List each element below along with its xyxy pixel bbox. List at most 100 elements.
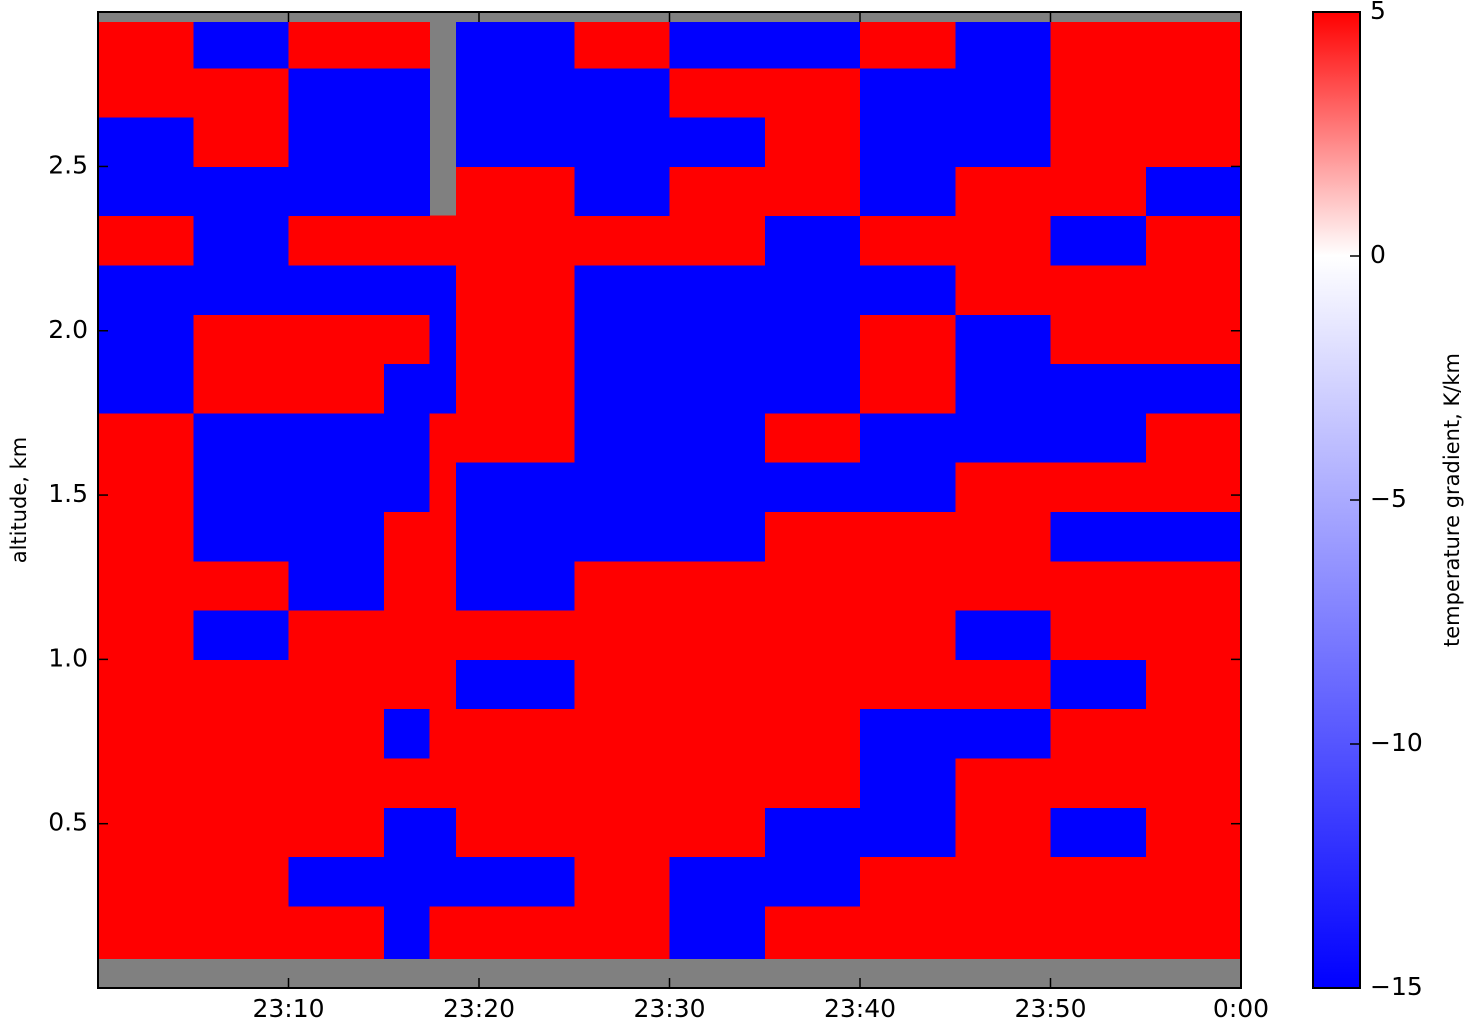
heatmap-cell [383,363,430,414]
heatmap-cell [456,21,575,69]
heatmap-cell [288,363,385,414]
heatmap-cell [860,265,956,315]
heatmap-cell [98,905,194,959]
heatmap-cell [574,117,670,167]
heatmap-cell [98,856,194,907]
heatmap-cell [669,21,766,69]
colorbar-tick-label: −10 [1370,728,1423,757]
heatmap-cell [860,807,956,858]
heatmap-cell [764,462,861,513]
heatmap-cell [288,856,385,907]
heatmap-cell [1145,807,1242,858]
heatmap-cell [98,708,194,759]
y-tick-label: 1.0 [48,643,88,672]
heatmap-cell [955,215,1051,266]
heatmap-cell [669,265,766,315]
heatmap-cell [98,314,194,365]
heatmap-cell [955,807,1051,858]
heatmap-cell [955,610,1051,660]
heatmap-cell [1050,905,1147,959]
heatmap-cell [98,363,194,414]
heatmap-cell [383,412,430,463]
heatmap-cell [288,265,385,315]
heatmap-cell [98,265,194,315]
heatmap-cell [669,856,766,907]
heatmap-cell [955,856,1051,907]
heatmap-cell [98,757,194,808]
heatmap-cell [669,511,766,562]
colorbar-tick-label: −15 [1370,972,1423,1001]
heatmap-cell [98,21,194,69]
heatmap-cell [383,21,430,69]
heatmap-cell [383,560,430,611]
colorbar-tick-label: 5 [1370,0,1386,25]
heatmap-cell [955,314,1051,365]
heatmap-cell [574,856,670,907]
heatmap-cell [98,166,194,217]
heatmap-cell [860,659,956,710]
heatmap-cell [456,807,575,858]
heatmap-cell [669,215,766,266]
heatmap-cell [193,67,289,118]
heatmap-cell [98,117,194,167]
heatmap-cell [1145,21,1242,69]
heatmap-cell [98,412,194,463]
heatmap-cell [456,610,575,660]
heatmap-cell [1050,511,1147,562]
heatmap-cell [429,905,457,959]
heatmap-cell [764,412,861,463]
heatmap-cell [456,166,575,217]
heatmap-cell [98,807,194,858]
heatmap-cell [764,905,861,959]
heatmap-cell [193,560,289,611]
heatmap-cell [456,265,575,315]
heatmap-cell [669,708,766,759]
heatmap-cell [1050,856,1147,907]
heatmap-cell [1050,708,1147,759]
heatmap-cell [288,757,385,808]
heatmap-cell [574,412,670,463]
heatmap-cell [1145,215,1242,266]
heatmap-cell [383,215,430,266]
heatmap-cell [574,807,670,858]
heatmap-cell [1145,265,1242,315]
heatmap-cell [1145,67,1242,118]
heatmap-cell [383,314,430,365]
heatmap-cell [193,856,289,907]
heatmap-cell [669,905,766,959]
heatmap-cell [574,21,670,69]
heatmap-cell [429,807,457,858]
heatmap-cell [574,67,670,118]
heatmap-cell [574,314,670,365]
heatmap-cell [98,511,194,562]
heatmap-cell [669,117,766,167]
heatmap-cell [669,67,766,118]
heatmap-cell [955,905,1051,959]
colorbar-tick-label: −5 [1370,484,1407,513]
heatmap-cell [1145,462,1242,513]
heatmap-cell [669,363,766,414]
heatmap-cell [193,117,289,167]
heatmap-cell [955,21,1051,69]
heatmap-cell [429,412,457,463]
heatmap-cell [669,659,766,710]
heatmap-cell [288,314,385,365]
heatmap-cell [193,21,289,69]
heatmap-cell [955,265,1051,315]
heatmap-cell [288,610,385,660]
heatmap-cell [456,462,575,513]
heatmap-cell [288,560,385,611]
heatmap-cell [1050,560,1147,611]
heatmap-cell [860,215,956,266]
heatmap-cell [193,462,289,513]
heatmap-cell [383,166,430,217]
heatmap-cell [193,757,289,808]
heatmap-cell [456,314,575,365]
heatmap-cell [764,363,861,414]
heatmap-cell [574,462,670,513]
heatmap-cell [288,67,385,118]
heatmap-cell [456,511,575,562]
heatmap-cell [383,511,430,562]
y-tick-label: 2.0 [48,315,88,344]
